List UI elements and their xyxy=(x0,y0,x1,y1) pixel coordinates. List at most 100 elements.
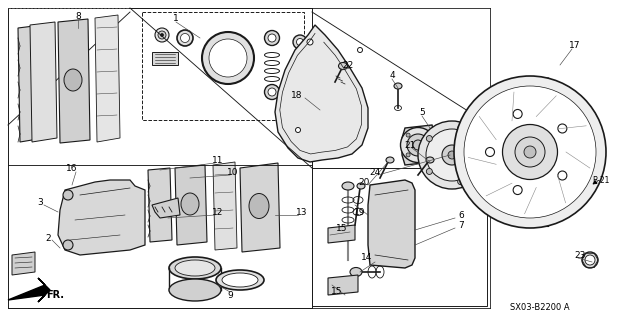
Ellipse shape xyxy=(477,152,483,158)
Ellipse shape xyxy=(406,153,410,157)
Bar xyxy=(142,12,304,120)
Ellipse shape xyxy=(457,125,464,132)
Ellipse shape xyxy=(464,86,596,218)
Ellipse shape xyxy=(268,88,276,96)
Ellipse shape xyxy=(401,127,436,163)
Polygon shape xyxy=(328,225,355,243)
Ellipse shape xyxy=(180,34,190,43)
Text: 1: 1 xyxy=(173,13,179,22)
Polygon shape xyxy=(275,25,368,162)
Ellipse shape xyxy=(268,34,276,42)
Ellipse shape xyxy=(406,133,410,137)
Polygon shape xyxy=(175,165,207,245)
Ellipse shape xyxy=(513,109,522,118)
Polygon shape xyxy=(213,162,237,250)
Polygon shape xyxy=(95,15,120,142)
Ellipse shape xyxy=(442,145,462,165)
Ellipse shape xyxy=(296,38,303,45)
Text: 18: 18 xyxy=(291,91,302,100)
Text: 17: 17 xyxy=(569,41,581,50)
Polygon shape xyxy=(12,252,35,275)
Polygon shape xyxy=(328,275,358,295)
Ellipse shape xyxy=(293,35,307,49)
Ellipse shape xyxy=(158,31,166,39)
Ellipse shape xyxy=(222,273,258,287)
Ellipse shape xyxy=(155,28,169,42)
Polygon shape xyxy=(8,278,50,302)
Ellipse shape xyxy=(296,76,303,84)
Text: 10: 10 xyxy=(227,167,239,177)
Ellipse shape xyxy=(457,179,464,185)
Text: 7: 7 xyxy=(458,220,464,229)
Ellipse shape xyxy=(426,168,432,174)
Ellipse shape xyxy=(169,279,221,301)
Ellipse shape xyxy=(582,252,598,268)
Text: B-21: B-21 xyxy=(592,175,610,185)
Ellipse shape xyxy=(386,157,394,163)
Ellipse shape xyxy=(358,47,363,52)
Ellipse shape xyxy=(426,157,434,163)
Ellipse shape xyxy=(418,121,486,189)
Ellipse shape xyxy=(485,148,494,156)
Text: 12: 12 xyxy=(212,207,223,217)
Polygon shape xyxy=(58,19,90,143)
Ellipse shape xyxy=(307,39,313,45)
Ellipse shape xyxy=(502,124,557,180)
Polygon shape xyxy=(368,180,415,268)
Ellipse shape xyxy=(539,78,557,226)
Ellipse shape xyxy=(558,171,567,180)
Ellipse shape xyxy=(513,186,522,195)
Text: 21: 21 xyxy=(404,140,416,149)
Polygon shape xyxy=(30,22,57,142)
Ellipse shape xyxy=(524,146,536,158)
Text: 4: 4 xyxy=(389,70,395,79)
Text: 20: 20 xyxy=(358,178,369,187)
Text: 19: 19 xyxy=(354,207,365,217)
Text: 8: 8 xyxy=(75,12,81,20)
Ellipse shape xyxy=(426,153,430,157)
Text: 2: 2 xyxy=(45,234,51,243)
Ellipse shape xyxy=(558,124,567,133)
Ellipse shape xyxy=(63,240,73,250)
Ellipse shape xyxy=(448,151,456,159)
Text: 5: 5 xyxy=(419,108,425,116)
Ellipse shape xyxy=(342,182,354,190)
Polygon shape xyxy=(58,180,145,255)
Polygon shape xyxy=(402,125,435,165)
Ellipse shape xyxy=(296,127,301,132)
Ellipse shape xyxy=(342,228,354,236)
Text: 3: 3 xyxy=(37,197,43,206)
Ellipse shape xyxy=(64,69,82,91)
Text: SX03-B2200 A: SX03-B2200 A xyxy=(510,303,570,313)
Ellipse shape xyxy=(177,30,193,46)
Ellipse shape xyxy=(265,30,280,45)
Text: 15: 15 xyxy=(336,223,347,233)
Ellipse shape xyxy=(407,134,429,156)
Ellipse shape xyxy=(202,32,254,84)
Ellipse shape xyxy=(585,255,595,265)
Ellipse shape xyxy=(293,73,307,87)
Ellipse shape xyxy=(515,137,545,167)
Ellipse shape xyxy=(350,268,362,276)
Bar xyxy=(312,168,487,306)
Ellipse shape xyxy=(426,133,430,137)
Text: 6: 6 xyxy=(458,211,464,220)
Ellipse shape xyxy=(394,83,402,89)
Polygon shape xyxy=(240,163,280,252)
Polygon shape xyxy=(148,168,172,242)
Text: 11: 11 xyxy=(212,156,224,164)
Text: 15: 15 xyxy=(331,287,342,297)
Ellipse shape xyxy=(265,84,280,100)
Ellipse shape xyxy=(209,39,247,77)
Ellipse shape xyxy=(338,62,348,69)
Text: 23: 23 xyxy=(574,251,586,260)
Text: 16: 16 xyxy=(66,164,78,172)
Ellipse shape xyxy=(160,34,163,36)
Text: 9: 9 xyxy=(227,291,233,300)
Text: 22: 22 xyxy=(343,60,354,69)
Ellipse shape xyxy=(426,129,478,181)
Ellipse shape xyxy=(175,260,215,276)
Ellipse shape xyxy=(413,140,423,150)
Ellipse shape xyxy=(216,270,264,290)
Text: 14: 14 xyxy=(361,253,372,262)
